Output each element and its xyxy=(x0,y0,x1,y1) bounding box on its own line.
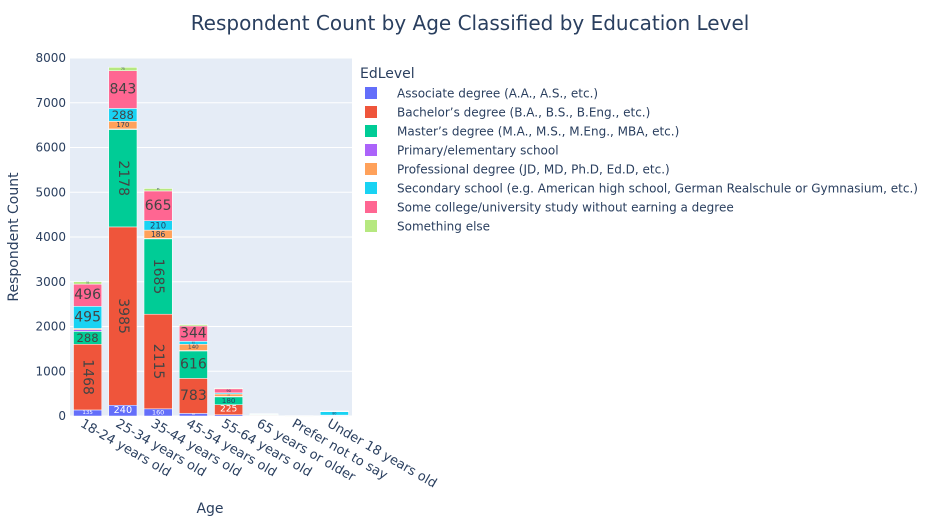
bar-data-label: 140 xyxy=(188,344,199,350)
bar-data-label: 616 xyxy=(180,357,207,373)
bar-data-label: 170 xyxy=(116,121,129,129)
chart-title: Respondent Count by Age Classified by Ed… xyxy=(191,11,750,35)
legend-entry-label[interactable]: Associate degree (A.A., A.S., etc.) xyxy=(397,87,598,101)
bar-data-label: 665 xyxy=(145,198,172,214)
bar-data-label: 80 xyxy=(332,411,336,415)
legend-swatch[interactable] xyxy=(365,182,377,194)
y-axis-label: Respondent Count xyxy=(6,172,22,302)
legend-entry-label[interactable]: Secondary school (e.g. American high sch… xyxy=(397,182,918,196)
y-tick-label: 3000 xyxy=(35,275,66,289)
y-tick-label: 7000 xyxy=(35,96,66,110)
legend-swatch[interactable] xyxy=(365,87,377,99)
legend-swatch[interactable] xyxy=(365,163,377,175)
bar-data-label: 495 xyxy=(74,309,101,325)
bar-data-label: 2178 xyxy=(115,160,131,196)
y-tick-label: 0 xyxy=(58,409,66,423)
bar-segment xyxy=(284,415,314,417)
bar-data-label: 40 xyxy=(87,329,89,331)
bar-segment xyxy=(249,413,279,415)
legend-entry-label[interactable]: Master’s degree (M.A., M.S., M.Eng., MBA… xyxy=(397,125,679,139)
bar-data-label: 65 xyxy=(192,340,196,344)
bars-layer: 1351468288404954965524039852178170288843… xyxy=(73,67,349,417)
bar-segment xyxy=(143,188,173,192)
legend-entry-label[interactable]: Primary/elementary school xyxy=(397,144,559,158)
bar-data-label: 180 xyxy=(222,396,236,405)
y-tick-label: 2000 xyxy=(35,320,66,334)
y-tick-label: 4000 xyxy=(35,230,66,244)
bar-segment xyxy=(179,378,208,414)
bar-segment xyxy=(320,410,349,412)
bar-data-label: 783 xyxy=(180,388,207,404)
bar-data-label: 843 xyxy=(110,82,137,98)
bar-segment xyxy=(179,324,208,327)
y-tick-label: 8000 xyxy=(35,51,66,65)
bar-segment xyxy=(108,70,138,109)
y-tick-label: 6000 xyxy=(35,141,66,155)
legend-entry-label[interactable]: Bachelor’s degree (B.A., B.S., B.Eng., e… xyxy=(397,106,650,120)
legend-entry-label[interactable]: Something else xyxy=(397,220,490,234)
bar-data-label: 135 xyxy=(82,410,92,416)
bar-segment xyxy=(108,67,138,71)
bar-segment xyxy=(73,281,102,285)
bar-segment xyxy=(214,387,243,390)
bar-data-label: 3985 xyxy=(115,298,131,334)
legend: EdLevel Associate degree (A.A., A.S., et… xyxy=(360,66,918,234)
bar-segment xyxy=(108,226,138,406)
bar-data-label: 496 xyxy=(74,287,101,303)
legend-swatch[interactable] xyxy=(365,106,377,118)
bar-data-label: 75 xyxy=(121,67,125,71)
bar-data-label: 90 xyxy=(226,389,231,393)
bar-data-label: 2115 xyxy=(150,344,166,380)
bar-data-label: 160 xyxy=(152,408,164,416)
bar-segment xyxy=(73,344,102,411)
legend-entry-label[interactable]: Some college/university study without ea… xyxy=(397,201,734,215)
y-tick-label: 1000 xyxy=(35,364,66,378)
bar-data-label: 55 xyxy=(86,281,89,284)
bar-segment xyxy=(143,313,173,410)
bar-segment xyxy=(108,129,138,228)
bar-data-label: 1468 xyxy=(80,359,96,395)
y-tick-label: 5000 xyxy=(35,185,66,199)
legend-swatch[interactable] xyxy=(365,220,377,232)
legend-swatch[interactable] xyxy=(365,201,377,213)
bar-data-label: 225 xyxy=(220,405,237,415)
bar-segment xyxy=(143,238,173,315)
bar-data-label: 58 xyxy=(192,413,195,416)
bar-data-label: 55 xyxy=(227,394,230,397)
bar-data-label: 1685 xyxy=(150,259,166,295)
y-tick-labels: 0 1000 2000 3000 4000 5000 6000 7000 8000 xyxy=(35,51,66,423)
bar-data-label: 240 xyxy=(114,405,132,416)
legend-swatch[interactable] xyxy=(365,125,377,137)
x-axis-label: Age xyxy=(196,501,223,517)
bar-data-label: 288 xyxy=(77,331,99,345)
legend-title: EdLevel xyxy=(360,66,415,82)
legend-entry-label[interactable]: Professional degree (JD, MD, Ph.D, Ed.D,… xyxy=(397,163,670,177)
bar-data-label: 344 xyxy=(180,326,207,342)
bar-data-label: 288 xyxy=(112,108,134,122)
bar-data-label: 210 xyxy=(150,220,166,230)
legend-swatch[interactable] xyxy=(365,144,377,156)
bar-data-label: 186 xyxy=(151,230,166,239)
bar-data-label: 55 xyxy=(157,188,160,191)
